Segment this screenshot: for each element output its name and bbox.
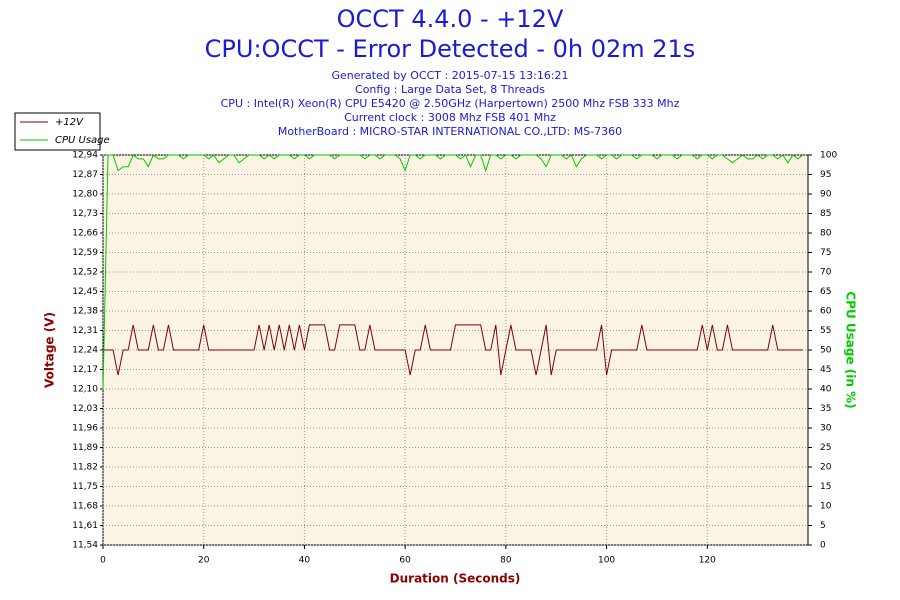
x-axis-label: Duration (Seconds)	[390, 572, 521, 586]
y2-tick-label: 15	[820, 482, 831, 492]
info-line: CPU : Intel(R) Xeon(R) CPU E5420 @ 2.50G…	[221, 97, 680, 110]
y-tick-label: 11,96	[72, 424, 98, 434]
y2-tick-label: 95	[820, 170, 831, 180]
x-tick-label: 100	[598, 556, 615, 566]
y-tick-label: 12,38	[72, 307, 98, 317]
y2-tick-label: 10	[820, 502, 832, 512]
y-tick-label: 11,61	[72, 521, 98, 531]
y2-axis-label: CPU Usage (in %)	[844, 291, 858, 408]
info-line: MotherBoard : MICRO-STAR INTERNATIONAL C…	[278, 125, 622, 138]
info-block: Generated by OCCT : 2015-07-15 13:16:21C…	[221, 69, 680, 138]
y-tick-label: 11,68	[72, 502, 98, 512]
y2-tick-label: 45	[820, 365, 831, 375]
y2-tick-label: 25	[820, 443, 831, 453]
y-tick-label: 11,54	[72, 541, 98, 551]
y2-tick-label: 20	[820, 463, 832, 473]
x-tick-label: 20	[198, 556, 210, 566]
x-tick-label: 40	[299, 556, 311, 566]
info-line: Current clock : 3008 Mhz FSB 401 Mhz	[344, 111, 556, 124]
y-tick-label: 12,66	[72, 229, 98, 239]
x-tick-label: 80	[500, 556, 512, 566]
y2-tick-label: 75	[820, 248, 831, 258]
y-tick-label: 12,17	[72, 365, 98, 375]
y2-tick-label: 60	[820, 307, 832, 317]
y-tick-label: 11,89	[72, 443, 98, 453]
y-tick-label: 12,10	[72, 385, 98, 395]
y2-tick-label: 80	[820, 229, 832, 239]
y2-tick-label: 30	[820, 424, 832, 434]
y-tick-label: 12,31	[72, 326, 98, 336]
chart-subtitle: CPU:OCCT - Error Detected - 0h 02m 21s	[205, 35, 696, 63]
legend-label: CPU Usage	[55, 135, 110, 146]
y2-tick-label: 70	[820, 268, 832, 278]
legend-label: +12V	[55, 117, 84, 128]
series-line	[102, 154, 804, 390]
chart-title: OCCT 4.4.0 - +12V	[337, 5, 564, 33]
y2-tick-label: 0	[820, 541, 826, 551]
info-line: Config : Large Data Set, 8 Threads	[355, 83, 545, 96]
series-line	[103, 324, 803, 376]
y2-tick-label: 35	[820, 404, 831, 414]
y2-tick-label: 85	[820, 209, 831, 219]
x-tick-label: 120	[699, 556, 716, 566]
x-tick-label: 0	[100, 556, 106, 566]
chart-layer: 11,54 11,61 11,68 11,75 11,82 11,89 11,96 12,03…	[72, 151, 837, 566]
y2-tick-label: 65	[820, 287, 831, 297]
y-tick-label: 11,75	[72, 482, 98, 492]
y2-tick-label: 90	[820, 190, 832, 200]
y-tick-label: 12,45	[72, 287, 98, 297]
y-tick-label: 12,87	[72, 170, 98, 180]
y-axis-label: Voltage (V)	[43, 312, 57, 388]
y2-tick-label: 5	[820, 521, 826, 531]
y-tick-label: 11,82	[72, 463, 98, 473]
y-tick-label: 12,52	[72, 268, 98, 278]
y-tick-label: 12,24	[72, 346, 98, 356]
y2-tick-label: 50	[820, 346, 832, 356]
x-tick-label: 60	[399, 556, 411, 566]
y2-tick-label: 55	[820, 326, 831, 336]
y-tick-label: 12,73	[72, 209, 98, 219]
legend-box	[14, 112, 101, 151]
y2-tick-label: 100	[820, 151, 837, 161]
info-line: Generated by OCCT : 2015-07-15 13:16:21	[331, 69, 568, 82]
y-tick-label: 12,80	[72, 190, 98, 200]
y-tick-label: 12,94	[72, 151, 98, 161]
y-tick-label: 12,03	[72, 404, 98, 414]
y2-tick-label: 40	[820, 385, 832, 395]
y-tick-label: 12,59	[72, 248, 98, 258]
legend: +12V CPU Usage	[20, 117, 110, 146]
